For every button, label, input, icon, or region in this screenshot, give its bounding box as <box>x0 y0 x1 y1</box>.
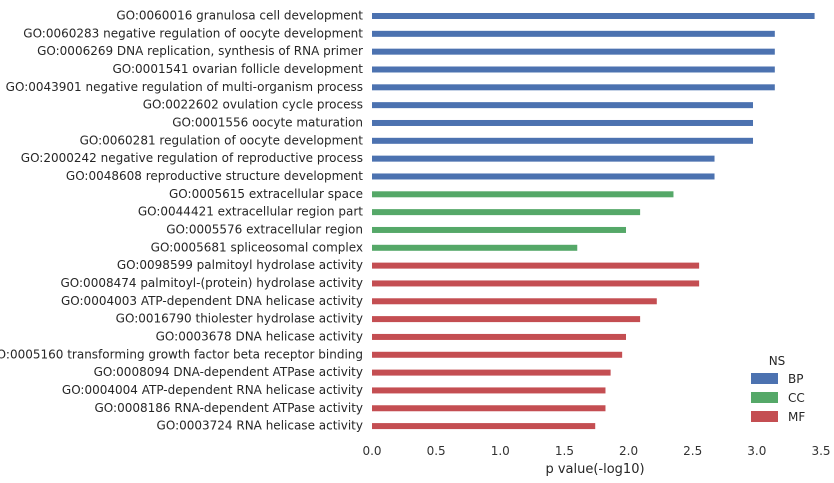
bar-mf <box>372 369 611 376</box>
bar-bp <box>372 30 775 37</box>
x-tick-label: 3.0 <box>747 444 766 458</box>
category-label: GO:0098599 palmitoyl hydrolase activity <box>117 258 363 272</box>
legend-label-cc: CC <box>788 391 805 405</box>
category-label: GO:0004004 ATP-dependent RNA helicase ac… <box>62 383 363 397</box>
x-tick-label: 2.0 <box>619 444 638 458</box>
legend-swatch-bp <box>751 373 778 384</box>
category-label: GO:0006269 DNA replication, synthesis of… <box>37 44 363 58</box>
category-label: GO:2000242 negative regulation of reprod… <box>21 151 363 165</box>
category-label: GO:0005681 spliceosomal complex <box>151 240 363 254</box>
category-label: GO:0001556 oocyte maturation <box>172 115 363 129</box>
bar-bp <box>372 13 815 19</box>
bar-bp <box>372 119 754 126</box>
legend-swatch-mf <box>751 411 778 422</box>
bar-bp <box>372 173 715 180</box>
category-label: GO:0008474 palmitoyl-(protein) hydrolase… <box>60 276 363 290</box>
bar-bp <box>372 155 715 162</box>
category-label: GO:0060283 negative regulation of oocyte… <box>23 26 363 40</box>
category-label: GO:0022602 ovulation cycle process <box>143 98 363 112</box>
bar-cc <box>372 209 641 216</box>
category-label: GO:0001541 ovarian follicle development <box>112 62 363 76</box>
x-tick-label: 3.5 <box>811 444 830 458</box>
bar-bp <box>372 48 775 55</box>
bar-mf <box>372 351 623 358</box>
bar-mf <box>372 298 657 305</box>
category-label: GO:0048608 reproductive structure develo… <box>66 169 363 183</box>
bar-bp <box>372 137 754 144</box>
bar-mf <box>372 262 700 269</box>
category-label: GO:0008094 DNA-dependent ATPase activity <box>94 365 363 379</box>
bar-mf <box>372 280 700 287</box>
legend-title: NS <box>769 354 786 368</box>
category-label: GO:0005615 extracellular space <box>169 187 363 201</box>
category-label: GO:0043901 negative regulation of multi-… <box>6 80 363 94</box>
x-tick-label: 0.0 <box>362 444 381 458</box>
category-label: GO:0005576 extracellular region <box>166 222 363 236</box>
x-axis-label: p value(-log10) <box>545 462 644 477</box>
x-tick-label: 1.5 <box>555 444 574 458</box>
legend-label-bp: BP <box>788 372 803 386</box>
legend: NS BP CC MF <box>751 354 805 424</box>
bar-mf <box>372 316 641 323</box>
bars-layer <box>372 13 815 430</box>
bar-bp <box>372 102 754 109</box>
bar-mf <box>372 423 596 430</box>
category-label: GO:0008186 RNA-dependent ATPase activity <box>95 401 364 415</box>
category-label: GO:0005160 transforming growth factor be… <box>0 347 363 361</box>
bar-cc <box>372 191 674 198</box>
category-label: GO:0004003 ATP-dependent DNA helicase ac… <box>61 294 363 308</box>
bar-mf <box>372 333 627 340</box>
x-tick-label: 0.5 <box>427 444 446 458</box>
category-label: GO:0060281 regulation of oocyte developm… <box>80 133 364 147</box>
legend-label-mf: MF <box>788 410 805 424</box>
category-label: GO:0044421 extracellular region part <box>138 205 363 219</box>
x-tick-label: 1.0 <box>491 444 510 458</box>
x-tick-label: 2.5 <box>683 444 702 458</box>
bar-cc <box>372 244 578 251</box>
category-label: GO:0016790 thiolester hydrolase activity <box>116 312 363 326</box>
bar-mf <box>372 405 606 412</box>
category-label: GO:0003724 RNA helicase activity <box>157 419 363 433</box>
bar-mf <box>372 387 606 394</box>
category-label: GO:0060016 granulosa cell development <box>116 9 363 23</box>
bar-cc <box>372 226 627 233</box>
category-label: GO:0003678 DNA helicase activity <box>156 329 363 343</box>
x-tick-labels: 0.0 0.5 1.0 1.5 2.0 2.5 3.0 3.5 <box>362 444 830 458</box>
category-labels: GO:0060016 granulosa cell development GO:… <box>0 9 363 433</box>
bar-bp <box>372 66 775 73</box>
legend-swatch-cc <box>751 392 778 403</box>
bar-bp <box>372 84 775 91</box>
